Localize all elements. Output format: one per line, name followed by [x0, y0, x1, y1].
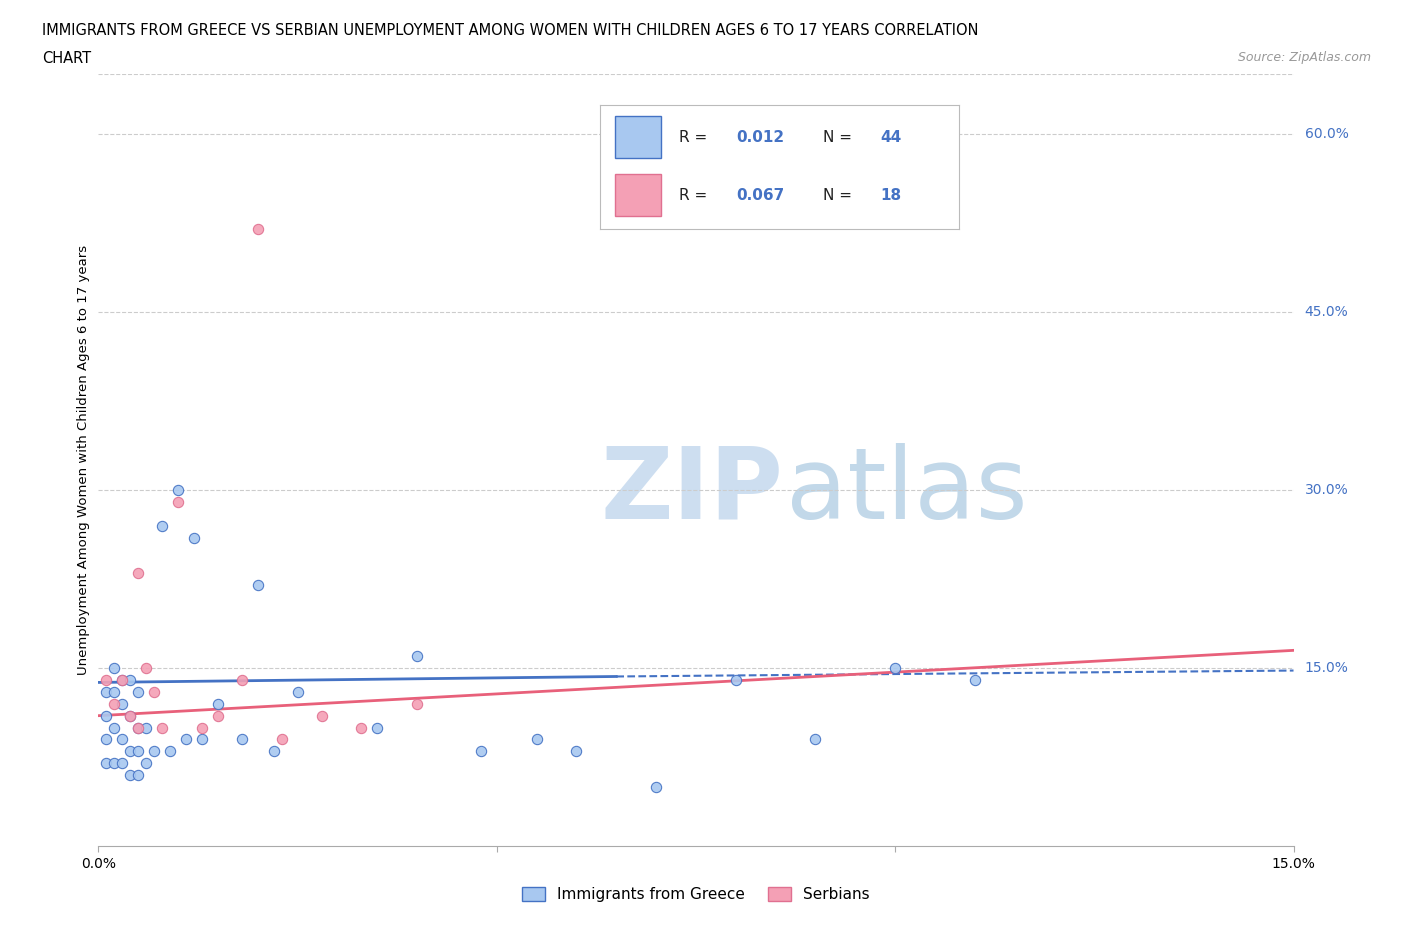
- Bar: [614, 175, 661, 217]
- Point: [127, 684, 149, 699]
- Point: [804, 732, 827, 747]
- Point: [135, 756, 157, 771]
- Text: atlas: atlas: [786, 443, 1028, 539]
- Point: [884, 660, 907, 675]
- Point: [103, 697, 125, 711]
- Text: 15.0%: 15.0%: [1305, 661, 1348, 675]
- Point: [270, 732, 292, 747]
- Point: [366, 720, 388, 735]
- Point: [406, 649, 429, 664]
- Point: [470, 744, 492, 759]
- Text: N =: N =: [823, 188, 856, 203]
- Text: 45.0%: 45.0%: [1305, 305, 1348, 319]
- Point: [287, 684, 309, 699]
- Point: [96, 684, 118, 699]
- Point: [127, 565, 149, 580]
- Point: [183, 530, 205, 545]
- Point: [111, 732, 134, 747]
- Text: R =: R =: [679, 130, 713, 145]
- Text: 0.012: 0.012: [737, 130, 785, 145]
- Text: 30.0%: 30.0%: [1305, 483, 1348, 497]
- Point: [103, 720, 125, 735]
- Point: [207, 697, 229, 711]
- Point: [111, 697, 134, 711]
- Point: [96, 672, 118, 687]
- Point: [231, 672, 253, 687]
- Point: [127, 744, 149, 759]
- Y-axis label: Unemployment Among Women with Children Ages 6 to 17 years: Unemployment Among Women with Children A…: [77, 246, 90, 675]
- Text: Source: ZipAtlas.com: Source: ZipAtlas.com: [1237, 51, 1371, 64]
- Text: IMMIGRANTS FROM GREECE VS SERBIAN UNEMPLOYMENT AMONG WOMEN WITH CHILDREN AGES 6 : IMMIGRANTS FROM GREECE VS SERBIAN UNEMPL…: [42, 23, 979, 38]
- Text: R =: R =: [679, 188, 713, 203]
- Point: [111, 756, 134, 771]
- Point: [127, 720, 149, 735]
- Point: [135, 720, 157, 735]
- Point: [167, 495, 190, 510]
- Point: [127, 767, 149, 782]
- Point: [174, 732, 197, 747]
- Point: [111, 672, 134, 687]
- Text: N =: N =: [823, 130, 856, 145]
- Point: [150, 518, 173, 533]
- Point: [96, 709, 118, 724]
- Point: [120, 767, 142, 782]
- Point: [150, 720, 173, 735]
- Text: 18: 18: [880, 188, 901, 203]
- Point: [120, 709, 142, 724]
- Point: [263, 744, 285, 759]
- Text: 60.0%: 60.0%: [1305, 126, 1348, 140]
- Bar: [614, 116, 661, 158]
- Point: [120, 709, 142, 724]
- Point: [963, 672, 986, 687]
- Point: [103, 684, 125, 699]
- Text: ZIP: ZIP: [600, 443, 783, 539]
- Legend: Immigrants from Greece, Serbians: Immigrants from Greece, Serbians: [516, 881, 876, 908]
- Point: [207, 709, 229, 724]
- Point: [103, 756, 125, 771]
- Text: 44: 44: [880, 130, 901, 145]
- Point: [120, 744, 142, 759]
- Point: [191, 720, 214, 735]
- Point: [191, 732, 214, 747]
- Point: [103, 660, 125, 675]
- Point: [246, 221, 269, 236]
- Point: [246, 578, 269, 592]
- Point: [350, 720, 373, 735]
- Point: [406, 697, 429, 711]
- Point: [724, 672, 747, 687]
- Point: [231, 732, 253, 747]
- Point: [526, 732, 548, 747]
- Point: [111, 672, 134, 687]
- Point: [167, 483, 190, 498]
- Point: [159, 744, 181, 759]
- Point: [143, 744, 166, 759]
- Point: [311, 709, 333, 724]
- Text: CHART: CHART: [42, 51, 91, 66]
- Point: [565, 744, 588, 759]
- Point: [120, 672, 142, 687]
- Text: 0.067: 0.067: [737, 188, 785, 203]
- Point: [96, 756, 118, 771]
- Point: [135, 660, 157, 675]
- Point: [143, 684, 166, 699]
- Point: [645, 779, 668, 794]
- Point: [96, 732, 118, 747]
- Point: [127, 720, 149, 735]
